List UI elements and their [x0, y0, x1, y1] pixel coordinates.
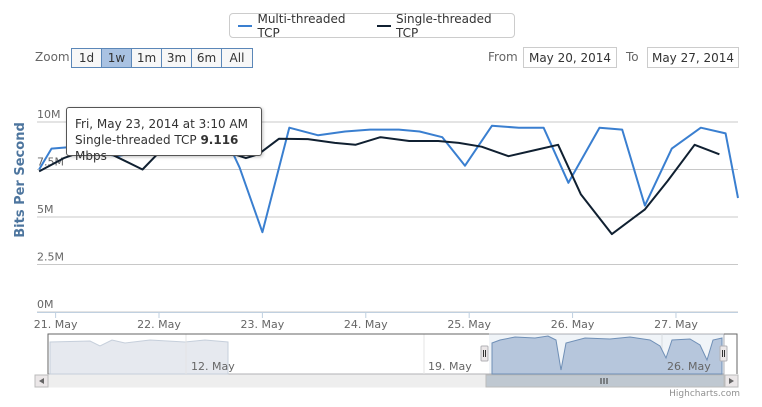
tooltip-body: Single-threaded TCP 9.116 Mbps: [75, 132, 253, 164]
x-tick-label: 26. May: [551, 318, 595, 331]
y-tick-label: 2.5M: [37, 251, 64, 264]
legend-line-icon: [238, 24, 253, 27]
y-axis-title: Bits Per Second: [13, 122, 28, 238]
y-tick-label: 0M: [37, 298, 54, 311]
zoom-all-button[interactable]: All: [221, 48, 253, 68]
zoom-6m-button[interactable]: 6m: [191, 48, 222, 68]
tooltip-date: Fri, May 23, 2014 at 3:10 AM: [75, 117, 248, 131]
x-tick-label: 22. May: [137, 318, 181, 331]
navigator[interactable]: 12. May 19. May 26. May: [47, 333, 738, 375]
zoom-1m-button[interactable]: 1m: [131, 48, 162, 68]
legend-item-multi-threaded[interactable]: Multi-threaded TCP: [238, 12, 361, 40]
tooltip-unit: Mbps: [75, 149, 107, 163]
navigator-date-label: 12. May: [191, 360, 235, 373]
legend-line-icon: [376, 24, 392, 27]
navigator-handle-left: [480, 345, 489, 362]
legend-item-single-threaded[interactable]: Single-threaded TCP: [376, 11, 506, 40]
to-date-input[interactable]: [647, 47, 739, 68]
zoom-buttons: 1d 1w 1m 3m 6m All: [71, 48, 253, 68]
x-tick-label: 23. May: [241, 318, 285, 331]
legend: Multi-threaded TCP Single-threaded TCP: [229, 11, 515, 40]
to-label: To: [626, 50, 639, 64]
navigator-date-label: 26. May: [667, 360, 711, 373]
from-label: From: [488, 50, 518, 64]
chevron-left-icon: [39, 378, 44, 384]
navigator-outline: [47, 333, 489, 374]
x-axis: 21. May 22. May 23. May 24. May 25. May 26. M…: [34, 312, 738, 331]
from-date-input[interactable]: [523, 47, 617, 68]
y-tick-label: 7.5M: [37, 156, 64, 169]
series-line-single-threaded: [38, 136, 720, 236]
tooltip: Fri, May 23, 2014 at 3:10 AM Single-thre…: [66, 107, 262, 163]
y-tick-label: 5M: [37, 203, 54, 216]
navigator-series-early: [49, 339, 229, 375]
x-tick-label: 21. May: [34, 318, 78, 331]
navigator-date-label: 19. May: [428, 360, 472, 373]
zoom-label: Zoom: [35, 50, 70, 64]
scrollbar-thumb: [485, 374, 725, 388]
zoom-1w-button[interactable]: 1w: [101, 48, 132, 68]
y-tick-label: 10M: [37, 108, 61, 121]
legend-label: Multi-threaded TCP: [257, 11, 346, 40]
y-axis: 0M 2.5M 5M 7.5M 10M: [37, 108, 64, 311]
navigator-outline: [724, 333, 738, 374]
navigator-series-selected: [491, 335, 723, 375]
tooltip-value: 9.116: [200, 133, 239, 147]
navigator-handle-right: [719, 345, 728, 362]
x-tick-label: 25. May: [447, 318, 491, 331]
legend-label: Single-threaded TCP: [396, 11, 492, 40]
x-tick-label: 24. May: [344, 318, 388, 331]
zoom-1d-button[interactable]: 1d: [71, 48, 102, 68]
x-tick-label: 27. May: [654, 318, 698, 331]
scrollbar[interactable]: [34, 374, 739, 388]
tooltip-series: Single-threaded TCP: [75, 133, 197, 147]
chevron-right-icon: [729, 378, 734, 384]
credits-link[interactable]: Highcharts.com: [669, 389, 740, 399]
zoom-3m-button[interactable]: 3m: [161, 48, 192, 68]
